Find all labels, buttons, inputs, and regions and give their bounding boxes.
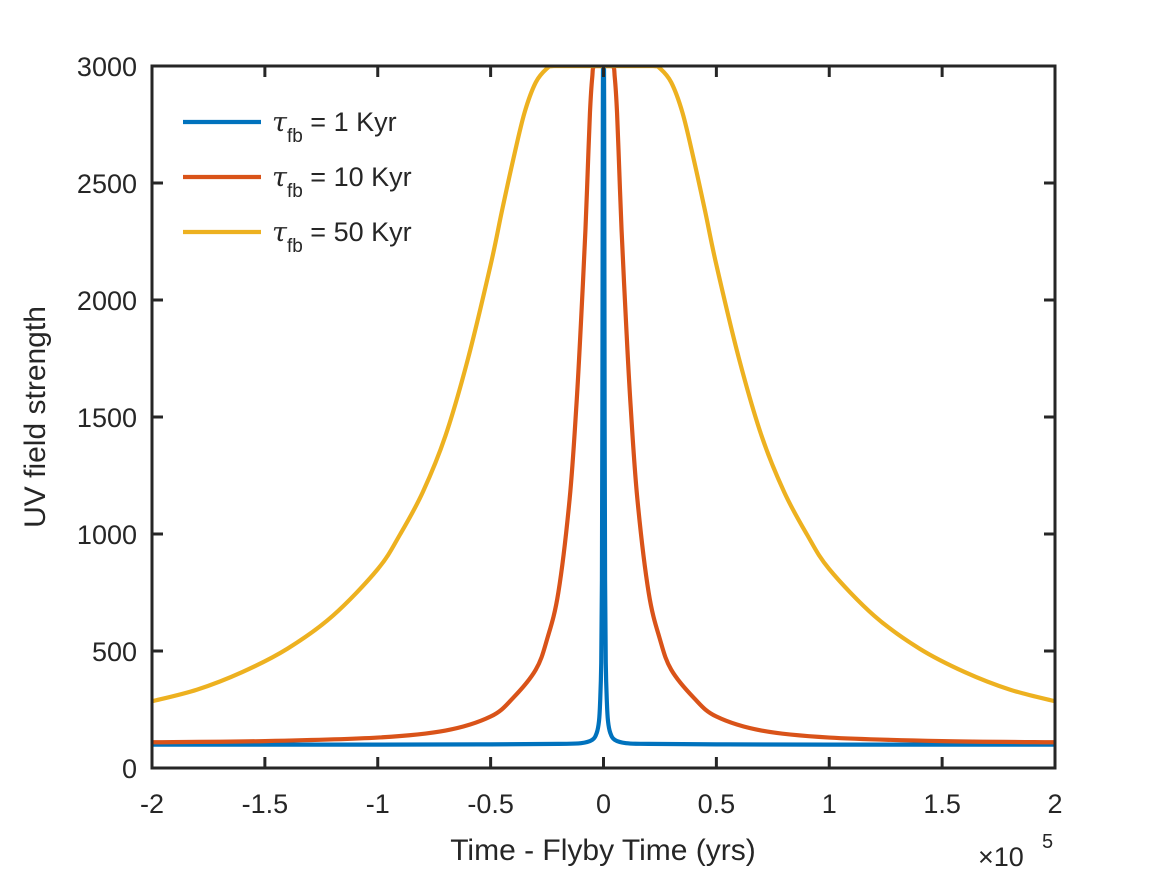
x-axis-label: Time - Flyby Time (yrs) (450, 834, 756, 867)
series-line-fifty (152, 66, 1055, 704)
y-tick-label: 2000 (77, 286, 137, 316)
x-tick-label: 1 (822, 789, 837, 819)
legend-subscript: fb (287, 181, 303, 202)
series-line-one (152, 66, 1055, 747)
y-tick-labels: 0 500 1000 1500 2000 2500 3000 (77, 52, 137, 784)
y-tick-label: 500 (92, 637, 137, 667)
series-line-ten (152, 66, 1055, 745)
legend-tau-symbol: τ (272, 217, 288, 248)
x-tick-label: 0.5 (698, 789, 736, 819)
legend-value: = 1 Kyr (303, 107, 397, 137)
x-tick-label: 2 (1047, 789, 1062, 819)
x-tick-label: -2 (140, 789, 164, 819)
y-axis-label: UV field strength (19, 306, 52, 528)
x-tick-label: 1.5 (923, 789, 961, 819)
x-axis-multiplier: ×10 5 (978, 831, 1053, 872)
x-multiplier-exponent: 5 (1042, 831, 1053, 853)
x-tick-labels: -2 -1.5 -1 -0.5 0 0.5 1 1.5 2 (140, 789, 1063, 819)
legend-label-ten: τfb = 10 Kyr (272, 162, 412, 202)
legend-value: = 50 Kyr (303, 217, 412, 247)
legend-subscript: fb (287, 126, 303, 147)
y-tick-label: 0 (122, 754, 137, 784)
legend-label-one: τfb = 1 Kyr (272, 107, 397, 147)
legend-value: = 10 Kyr (303, 162, 412, 192)
legend-tau-symbol: τ (272, 107, 288, 138)
legend-subscript: fb (287, 236, 303, 257)
axes-box (150, 64, 1057, 770)
x-tick-label: 0 (596, 789, 611, 819)
y-tick-label: 3000 (77, 52, 137, 82)
x-multiplier-base: ×10 (978, 842, 1024, 872)
y-tick-label: 1000 (77, 520, 137, 550)
y-tick-label: 1500 (77, 403, 137, 433)
x-tick-label: -1 (366, 789, 390, 819)
x-tick-label: -1.5 (242, 789, 289, 819)
series-layer (152, 66, 1055, 747)
legend-label-fifty: τfb = 50 Kyr (272, 217, 412, 257)
legend-tau-symbol: τ (272, 162, 288, 193)
x-tick-label: -0.5 (467, 789, 514, 819)
y-tick-label: 2500 (77, 169, 137, 199)
